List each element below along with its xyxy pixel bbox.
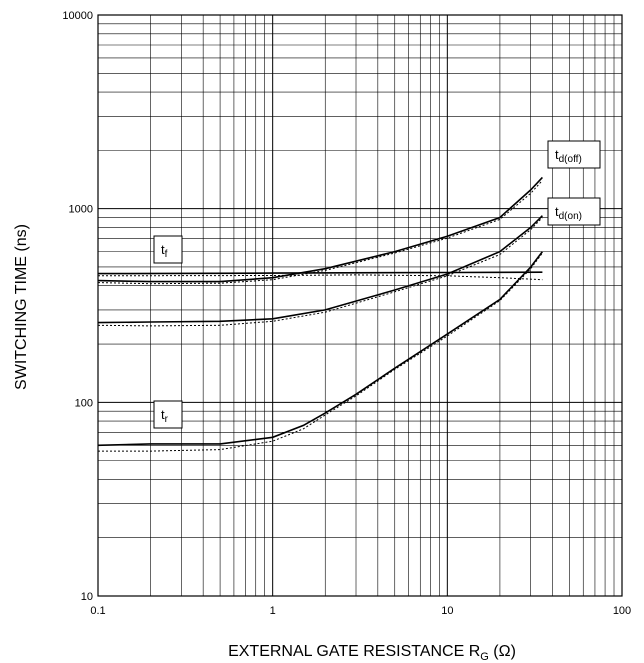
- label-box-tdon: [547, 197, 601, 226]
- x-tick-label: 100: [613, 605, 631, 617]
- x-tick-label: 0.1: [90, 605, 105, 617]
- tick-labels: 0.1 1 10 100 10 100 1000 10000: [62, 10, 631, 617]
- series-layer: [97, 176, 544, 452]
- x-tick-label: 10: [441, 605, 453, 617]
- label-tdon: td(on): [555, 204, 582, 222]
- series-line-tdon: [97, 215, 543, 324]
- plot-frame: [97, 14, 623, 597]
- label-tdoff: td(off): [555, 147, 582, 165]
- y-tick-label: 100: [75, 397, 93, 409]
- y-axis-title: SWITCHING TIME (ns): [13, 224, 30, 390]
- y-tick-label: 1000: [69, 204, 93, 216]
- y-tick-label: 10: [81, 591, 93, 603]
- label-tr: tr: [161, 407, 169, 425]
- series-line-tdon-dotted: [97, 217, 543, 327]
- label-box-tdoff: [547, 140, 601, 169]
- x-axis-title: EXTERNAL GATE RESISTANCE RG (Ω): [228, 643, 516, 663]
- label-tf: tf: [161, 242, 168, 260]
- series-line-tr-dotted: [98, 252, 543, 452]
- curve-labels: tf tr td(off) td(on): [153, 140, 601, 429]
- series-line-tdoff-dotted: [97, 180, 543, 285]
- series-line-tf-dotted: [97, 274, 543, 281]
- x-tick-label: 1: [270, 605, 276, 617]
- series-line-tdoff: [97, 176, 543, 283]
- label-box-tf: [153, 235, 183, 264]
- y-tick-label: 10000: [62, 10, 93, 22]
- label-box-tr: [153, 400, 183, 429]
- series-line-tf: [97, 271, 543, 275]
- grid: [97, 14, 623, 597]
- series-line-tr: [97, 251, 544, 447]
